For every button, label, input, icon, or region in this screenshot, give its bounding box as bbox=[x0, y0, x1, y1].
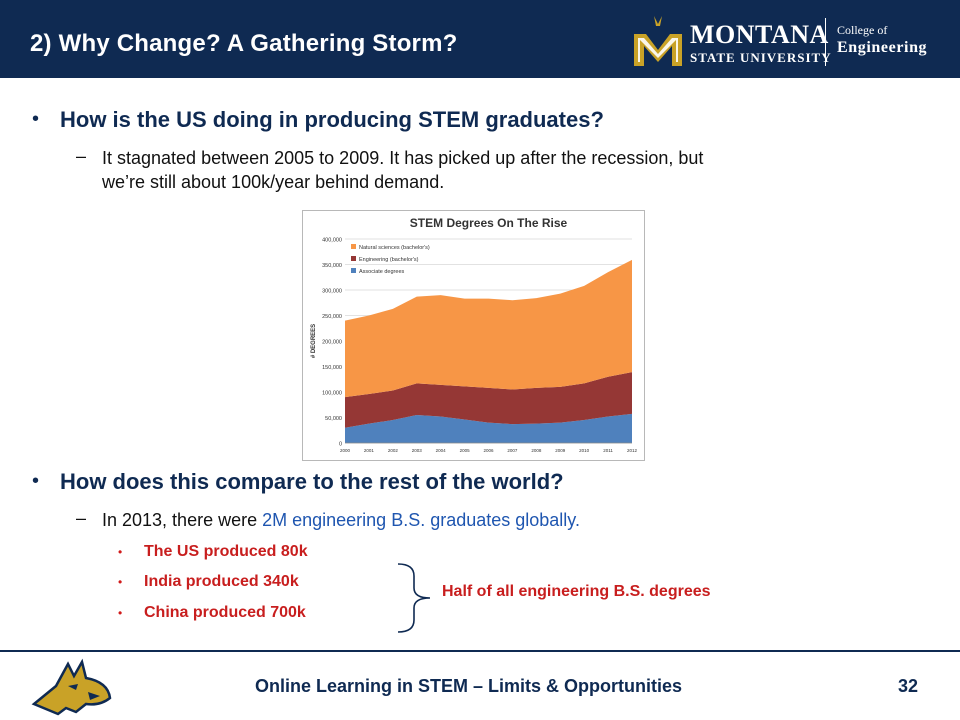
chart-y-tick-label: 250,000 bbox=[322, 314, 342, 320]
msu-engineering-logo: MONTANA STATE UNIVERSITY College of Engi… bbox=[632, 10, 952, 72]
chart-x-tick-label: 2008 bbox=[531, 448, 542, 453]
bullet-marker: • bbox=[32, 108, 40, 130]
chart-y-tick-label: 0 bbox=[339, 442, 342, 448]
sub-point-1-line-1: It stagnated between 2005 to 2009. It ha… bbox=[102, 148, 704, 168]
chart-x-tick-label: 2001 bbox=[364, 448, 375, 453]
chart-x-tick-label: 2012 bbox=[627, 448, 638, 453]
bullet-heading-1: How is the US doing in producing STEM gr… bbox=[60, 107, 604, 132]
sub-point-1-line-2: we’re still about 100k/year behind deman… bbox=[102, 172, 445, 192]
red-item-china: China produced 700k bbox=[144, 604, 306, 621]
chart-x-tick-label: 2006 bbox=[483, 448, 494, 453]
chart-series-area bbox=[345, 372, 632, 428]
red-item-us: The US produced 80k bbox=[144, 543, 308, 560]
brace-note: Half of all engineering B.S. degrees bbox=[442, 583, 711, 600]
chart-y-axis-label: # DEGREES bbox=[311, 324, 317, 358]
chart-legend-label: Associate degrees bbox=[359, 269, 404, 275]
chart-y-tick-label: 300,000 bbox=[322, 289, 342, 295]
chart-y-tick-label: 150,000 bbox=[322, 365, 342, 371]
stem-degrees-chart: STEM Degrees On The Rise 0 50,000 100,000 15… bbox=[302, 210, 645, 461]
chart-y-tick-label: 200,000 bbox=[322, 340, 342, 346]
bullet-marker: • bbox=[32, 470, 40, 492]
curly-brace-icon bbox=[397, 563, 431, 633]
chart-x-tick-label: 2007 bbox=[507, 448, 518, 453]
slide-title: 2) Why Change? A Gathering Storm? bbox=[30, 30, 458, 57]
bullet-heading-2: How does this compare to the rest of the… bbox=[60, 469, 564, 494]
chart-series-area bbox=[345, 259, 632, 398]
chart-legend-swatch bbox=[351, 256, 356, 261]
chart-legend-swatch bbox=[351, 268, 356, 273]
chart-y-tick-label: 50,000 bbox=[325, 416, 342, 422]
footer-divider bbox=[0, 650, 960, 652]
sub-point-2-highlight: 2M engineering B.S. graduates globally. bbox=[262, 510, 580, 530]
bobcat-logo-icon bbox=[31, 658, 112, 716]
red-bullet-marker: • bbox=[118, 545, 123, 559]
dash-marker: – bbox=[76, 146, 87, 166]
red-item-india: India produced 340k bbox=[144, 573, 299, 590]
page-number: 32 bbox=[898, 676, 919, 696]
logo-state-university-text: STATE UNIVERSITY bbox=[690, 50, 832, 65]
logo-montana-text: MONTANA bbox=[690, 20, 829, 49]
sub-point-2-prefix: In 2013, there were bbox=[102, 510, 263, 530]
stem-degrees-chart-svg: STEM Degrees On The Rise 0 50,000 100,000 15… bbox=[311, 216, 638, 453]
dash-marker: – bbox=[76, 508, 87, 528]
chart-series-area bbox=[345, 413, 632, 443]
chart-y-tick-label: 100,000 bbox=[322, 391, 342, 397]
chart-x-tick-label: 2005 bbox=[460, 448, 471, 453]
red-bullet-marker: • bbox=[118, 606, 123, 620]
logo-college-of-text: College of bbox=[837, 23, 888, 37]
chart-legend-label: Engineering (bachelor's) bbox=[359, 257, 419, 263]
chart-x-tick-label: 2002 bbox=[388, 448, 399, 453]
logo-engineering-text: Engineering bbox=[837, 39, 928, 56]
slide-header: 2) Why Change? A Gathering Storm? MONTAN… bbox=[0, 0, 960, 78]
chart-title: STEM Degrees On The Rise bbox=[410, 216, 568, 230]
chart-x-tick-label: 2000 bbox=[340, 448, 351, 453]
chart-x-tick-label: 2004 bbox=[436, 448, 447, 453]
msu-m-logo-icon bbox=[634, 16, 682, 66]
chart-x-tick-label: 2010 bbox=[579, 448, 590, 453]
chart-legend-swatch bbox=[351, 244, 356, 249]
chart-legend-label: Natural sciences (bachelor's) bbox=[359, 245, 430, 251]
red-bullet-marker: • bbox=[118, 575, 123, 589]
chart-x-tick-label: 2009 bbox=[555, 448, 566, 453]
chart-x-tick-label: 2011 bbox=[603, 448, 613, 453]
chart-y-tick-label: 400,000 bbox=[322, 238, 342, 244]
chart-y-tick-label: 350,000 bbox=[322, 263, 342, 269]
chart-x-tick-label: 2003 bbox=[412, 448, 423, 453]
logo-divider bbox=[825, 18, 826, 66]
sub-point-2: In 2013, there were 2M engineering B.S. … bbox=[102, 508, 580, 532]
footer-text: Online Learning in STEM – Limits & Oppor… bbox=[255, 676, 683, 696]
